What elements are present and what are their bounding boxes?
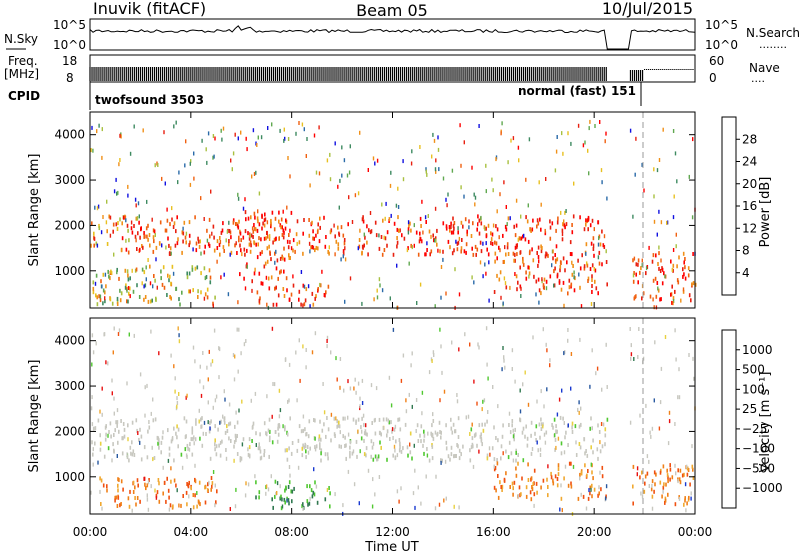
colorbar-frame bbox=[721, 329, 737, 509]
nsky-panel: N.Sky 10^5 10^0 10^5 10^0 N.Search .....… bbox=[4, 18, 800, 52]
colorbar-tick-label: 20 bbox=[742, 177, 757, 191]
nsearch-tick-top: 10^5 bbox=[705, 18, 738, 32]
colorbar-tick-label: −1000 bbox=[742, 481, 783, 495]
colorbar-tick-label: 16 bbox=[742, 199, 757, 213]
power-panel-frame bbox=[90, 112, 695, 308]
nave-tick-bottom: 0 bbox=[709, 71, 717, 85]
range-tick-label: 3000 bbox=[54, 379, 85, 393]
freq-tick-bottom: 8 bbox=[66, 71, 74, 85]
colorbar-tick-label: 28 bbox=[742, 132, 757, 146]
time-tick-label: 12:00 bbox=[375, 525, 410, 539]
colorbar-tick-label: 100 bbox=[742, 382, 765, 396]
time-tick-label: 16:00 bbox=[476, 525, 511, 539]
nave-dots: .... bbox=[751, 72, 765, 85]
freq-tick-top: 18 bbox=[62, 54, 77, 68]
colorbar-tick-label: −25 bbox=[742, 422, 767, 436]
range-tick-label: 1000 bbox=[54, 264, 85, 278]
nsky-tick-top: 10^5 bbox=[53, 18, 86, 32]
beam-title: Beam 05 bbox=[356, 1, 428, 20]
power-colorbar-label: Power [dB] bbox=[758, 177, 773, 248]
colorbar-tick-label: 4 bbox=[742, 266, 750, 280]
velocity-colorbar-label: Velocity [m s⁻¹] bbox=[758, 372, 773, 473]
colorbar-tick-label: 1000 bbox=[742, 343, 773, 357]
power-panel: 1000 2000 3000 4000 Slant Range [km] bbox=[27, 111, 697, 310]
velocity-panel: 1000 2000 3000 4000 Slant Range [km] bbox=[27, 317, 696, 516]
cpid-segment-1: twofsound 3503 bbox=[95, 93, 204, 107]
nave-tick-top: 60 bbox=[709, 54, 724, 68]
colorbar-tick-label: −500 bbox=[742, 461, 775, 475]
power-ylabel: Slant Range [km] bbox=[27, 154, 42, 267]
time-axis-label: Time UT bbox=[364, 540, 418, 554]
nave-label: Nave bbox=[749, 61, 780, 75]
colorbar-tick-label: 8 bbox=[742, 244, 750, 258]
range-tick-label: 2000 bbox=[54, 218, 85, 232]
time-tick-label: 00:00 bbox=[73, 525, 108, 539]
colorbar-frame bbox=[721, 116, 737, 296]
range-tick-label: 2000 bbox=[54, 424, 85, 438]
range-tick-label: 4000 bbox=[54, 128, 85, 142]
nsearch-label: N.Search bbox=[746, 26, 800, 40]
nsearch-dots: ........ bbox=[759, 38, 787, 51]
time-tick-label: 08:00 bbox=[274, 525, 309, 539]
range-tick-label: 4000 bbox=[54, 334, 85, 348]
range-tick-label: 3000 bbox=[54, 173, 85, 187]
nsky-label: N.Sky bbox=[4, 32, 38, 46]
freq-label-line2: [MHz] bbox=[4, 67, 39, 81]
colorbar-tick-label: 12 bbox=[742, 221, 757, 235]
freq-label-line1: Freq. bbox=[8, 54, 38, 68]
range-tick-label: 1000 bbox=[54, 470, 85, 484]
cpid-segment-2: normal (fast) 151 bbox=[518, 84, 636, 98]
nsky-tick-bottom: 10^0 bbox=[53, 38, 86, 52]
time-tick-label: 20:00 bbox=[577, 525, 612, 539]
colorbar-tick-label: −100 bbox=[742, 442, 775, 456]
cpid-label: CPID bbox=[8, 89, 40, 103]
time-tick-label: 00:00 bbox=[678, 525, 713, 539]
date-title: 10/Jul/2015 bbox=[602, 0, 693, 18]
colorbar-tick-label: 24 bbox=[742, 155, 757, 169]
station-title: Inuvik (fitACF) bbox=[93, 0, 206, 18]
colorbar-tick-label: 25 bbox=[742, 402, 757, 416]
time-tick-label: 04:00 bbox=[174, 525, 209, 539]
colorbar-tick-label: 500 bbox=[742, 363, 765, 377]
freq-panel: Freq. [MHz] 18 8 60 0 Nave .... bbox=[4, 54, 780, 85]
cpid-panel: CPID twofsound 3503 normal (fast) 151 bbox=[8, 82, 642, 110]
nsearch-tick-bottom: 10^0 bbox=[705, 38, 738, 52]
velocity-ylabel: Slant Range [km] bbox=[27, 360, 42, 473]
